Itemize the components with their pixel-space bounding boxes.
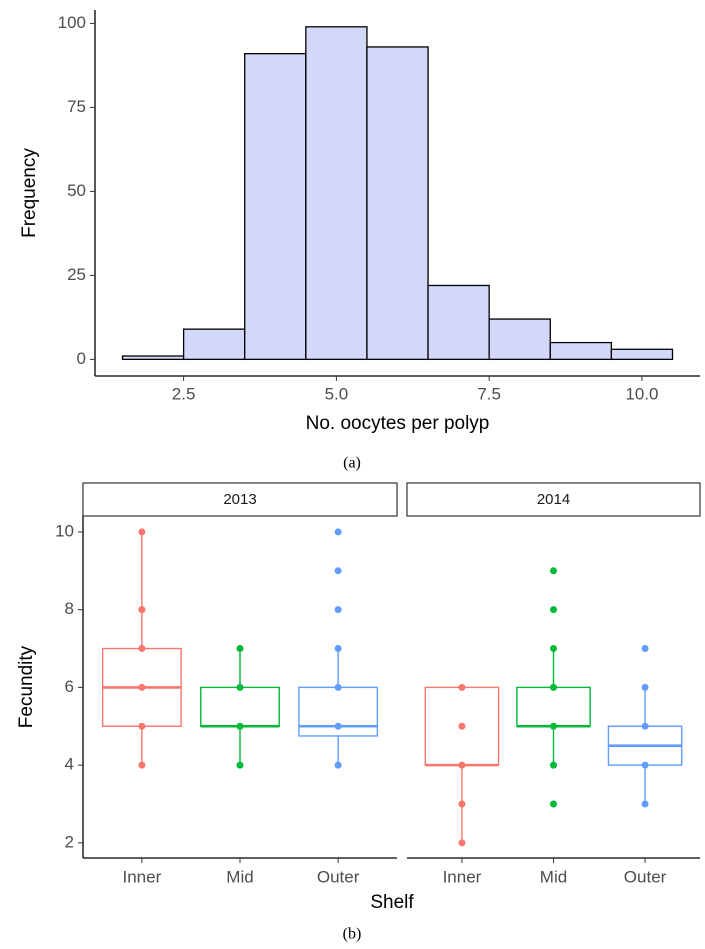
point [550, 683, 557, 691]
y-tick-label: 4 [65, 755, 74, 774]
point [641, 645, 649, 653]
x-tick-label: 5.0 [325, 384, 349, 403]
x-tick-label: Inner [443, 867, 482, 886]
y-axis-title: Frequency [19, 148, 40, 238]
y-axis-title: Fecundity [16, 645, 37, 728]
point [334, 645, 342, 653]
facet-label: 2014 [537, 491, 570, 508]
point [550, 761, 557, 769]
x-tick-label: 7.5 [477, 384, 501, 403]
y-tick-label: 10 [55, 521, 74, 540]
box [200, 686, 280, 727]
point [458, 683, 466, 691]
caption: (a) [343, 455, 361, 472]
x-tick-label: 10.0 [625, 384, 658, 403]
point [138, 722, 146, 730]
point [138, 761, 146, 769]
facet-label: 2013 [223, 491, 256, 508]
point [550, 722, 557, 730]
point [334, 606, 342, 614]
point [458, 839, 466, 847]
y-tick-label: 2 [65, 832, 74, 851]
bar [244, 53, 307, 361]
y-tick-label: 100 [58, 13, 86, 32]
point [641, 761, 649, 769]
point [334, 683, 342, 691]
point [550, 800, 557, 808]
bar [305, 26, 368, 361]
point [641, 800, 649, 808]
bar [427, 284, 490, 361]
x-tick-label: Outer [624, 867, 667, 886]
point [236, 683, 244, 691]
point [458, 761, 466, 769]
y-tick-label: 50 [67, 181, 86, 200]
facet-strip [82, 482, 398, 517]
point [550, 645, 557, 653]
point [334, 528, 342, 536]
bar [610, 348, 674, 361]
point [641, 722, 649, 730]
point [138, 606, 146, 614]
point [138, 645, 146, 653]
point [236, 722, 244, 730]
bar [549, 341, 613, 361]
x-tick-label: 2.5 [172, 384, 196, 403]
x-tick-label: Mid [540, 867, 567, 886]
point [550, 606, 557, 614]
y-tick-label: 8 [65, 599, 74, 618]
bar [366, 46, 429, 361]
x-axis-title: Shelf [370, 892, 414, 913]
bar [182, 328, 246, 361]
point [334, 567, 342, 575]
point [236, 645, 244, 653]
y-tick-label: 6 [65, 677, 74, 696]
x-axis-title: No. oocytes per polyp [306, 413, 490, 434]
box [516, 686, 591, 727]
point [138, 683, 146, 691]
caption: (b) [343, 926, 362, 943]
x-tick-label: Inner [123, 867, 162, 886]
point [334, 722, 342, 730]
bar [488, 318, 551, 361]
bar [121, 355, 185, 361]
point [334, 761, 342, 769]
point [236, 761, 244, 769]
x-tick-label: Outer [317, 867, 360, 886]
y-tick-label: 75 [67, 97, 86, 116]
y-tick-label: 0 [77, 349, 86, 368]
x-tick-label: Mid [226, 867, 253, 886]
point [458, 722, 466, 730]
point [550, 567, 557, 575]
point [458, 800, 466, 808]
facet-strip [406, 482, 701, 517]
point [641, 683, 649, 691]
point [138, 528, 146, 536]
y-tick-label: 25 [67, 265, 86, 284]
